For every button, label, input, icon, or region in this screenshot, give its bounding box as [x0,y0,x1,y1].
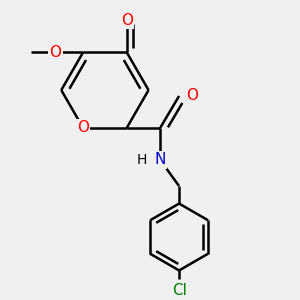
Text: O: O [50,45,61,60]
Text: Cl: Cl [172,283,187,298]
Text: O: O [186,88,198,104]
Text: O: O [77,120,89,135]
Text: N: N [154,152,166,167]
Text: H: H [137,153,147,167]
Text: O: O [121,13,133,28]
